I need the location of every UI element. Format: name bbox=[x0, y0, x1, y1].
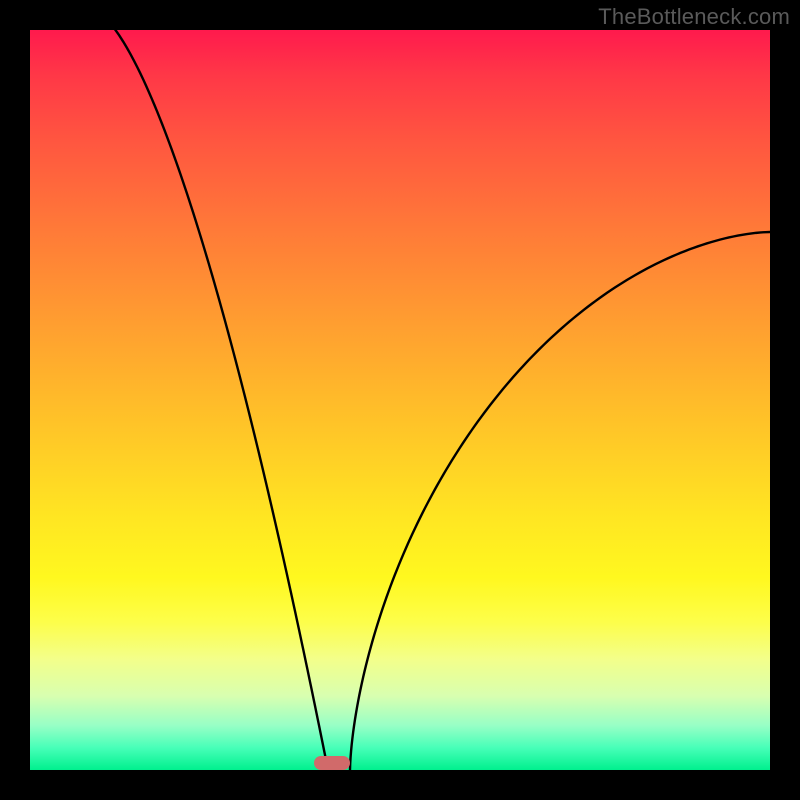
vertex-marker bbox=[314, 756, 350, 770]
curve-layer bbox=[30, 30, 770, 770]
curve-left bbox=[93, 30, 328, 770]
curve-right bbox=[350, 232, 770, 770]
plot-area bbox=[30, 30, 770, 770]
watermark-text: TheBottleneck.com bbox=[598, 4, 790, 30]
